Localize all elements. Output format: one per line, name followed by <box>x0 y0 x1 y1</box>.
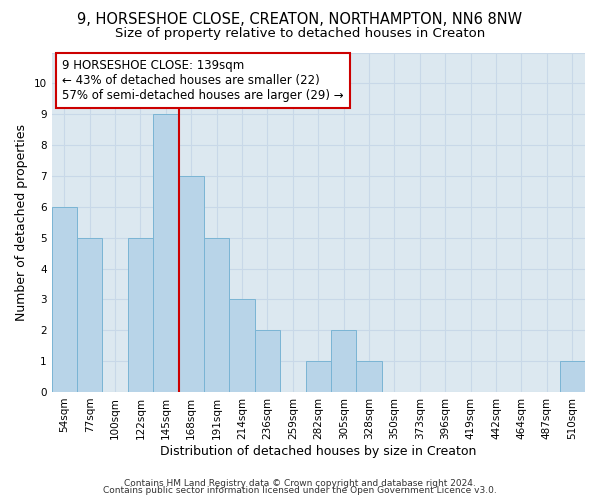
Text: 9, HORSESHOE CLOSE, CREATON, NORTHAMPTON, NN6 8NW: 9, HORSESHOE CLOSE, CREATON, NORTHAMPTON… <box>77 12 523 28</box>
Bar <box>305 361 331 392</box>
Bar <box>153 114 179 392</box>
Bar <box>52 207 77 392</box>
Text: Size of property relative to detached houses in Creaton: Size of property relative to detached ho… <box>115 28 485 40</box>
Bar <box>179 176 204 392</box>
Bar <box>77 238 103 392</box>
Bar <box>356 361 382 392</box>
Y-axis label: Number of detached properties: Number of detached properties <box>15 124 28 320</box>
Bar <box>560 361 585 392</box>
Bar <box>229 300 255 392</box>
Text: Contains public sector information licensed under the Open Government Licence v3: Contains public sector information licen… <box>103 486 497 495</box>
Text: Contains HM Land Registry data © Crown copyright and database right 2024.: Contains HM Land Registry data © Crown c… <box>124 478 476 488</box>
X-axis label: Distribution of detached houses by size in Creaton: Distribution of detached houses by size … <box>160 444 476 458</box>
Bar <box>204 238 229 392</box>
Bar <box>255 330 280 392</box>
Bar <box>331 330 356 392</box>
Bar <box>128 238 153 392</box>
Text: 9 HORSESHOE CLOSE: 139sqm
← 43% of detached houses are smaller (22)
57% of semi-: 9 HORSESHOE CLOSE: 139sqm ← 43% of detac… <box>62 60 344 102</box>
